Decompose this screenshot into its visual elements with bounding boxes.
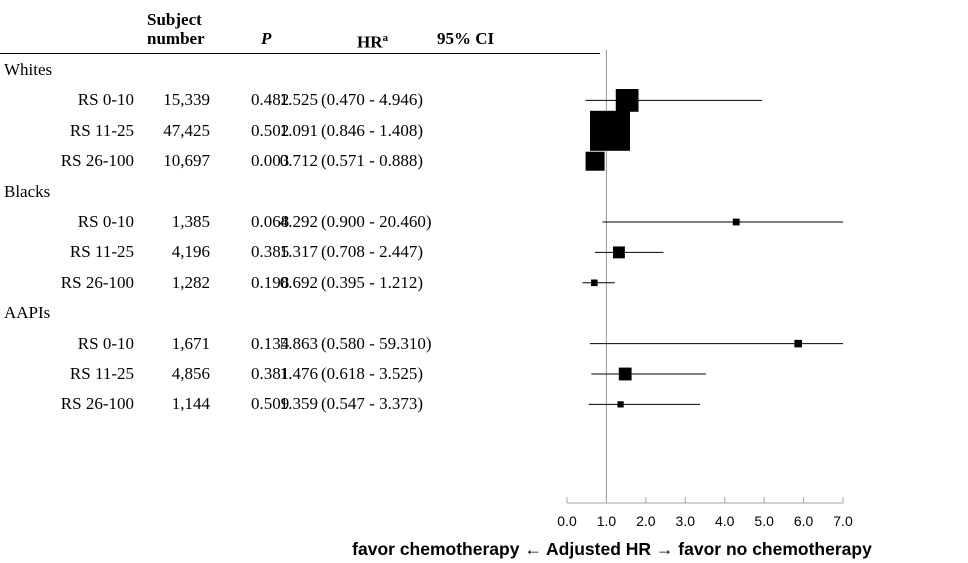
table-row: RS 0-10 1,385 0.068 4.292 (0.900 - 20.460): [0, 210, 560, 234]
ci-value: (0.395 - 1.212): [321, 272, 423, 292]
hr-value: 1.525: [279, 90, 318, 110]
x-tick-label: 1.0: [597, 513, 617, 529]
hr-marker: [615, 89, 639, 112]
left-arrow: ←: [524, 539, 542, 559]
table-row: RS 11-25 4,856 0.381 1.476 (0.618 - 3.525): [0, 362, 560, 386]
hr-marker: [617, 401, 624, 408]
group-label: Blacks: [4, 181, 51, 201]
group-row: AAPIs: [0, 301, 560, 325]
header-hr-label: HR: [357, 32, 383, 52]
table-row: RS 26-100 10,697 0.003 0.712 (0.571 - 0.888): [0, 149, 560, 173]
x-tick-label: 5.0: [754, 513, 774, 529]
p-value: 0.502: [251, 120, 290, 140]
hr-marker: [794, 339, 802, 348]
hr-marker: [732, 218, 740, 226]
hr-marker: [590, 279, 598, 287]
rs-label: RS 26-100: [60, 394, 134, 414]
header-subject-number: Subject number: [147, 10, 205, 48]
group-label: AAPIs: [4, 303, 51, 323]
group-label: Whites: [4, 60, 53, 79]
ci-value: (0.547 - 3.373): [321, 394, 423, 414]
p-value: 0.509: [251, 394, 290, 414]
x-tick-label: 7.0: [833, 513, 853, 529]
ci-value: (0.571 - 0.888): [321, 151, 423, 171]
p-value: 0.068: [251, 212, 290, 231]
rs-label: RS 26-100: [60, 151, 134, 171]
rs-label: RS 0-10: [77, 90, 134, 110]
table-row: RS 26-100 1,282 0.198 0.692 (0.395 - 1.212): [0, 271, 560, 295]
p-value: 0.003: [251, 151, 290, 171]
x-tick-label: 4.0: [715, 513, 735, 529]
header-subject-line1: Subject: [147, 10, 202, 29]
table-row: RS 0-10 1,671 0.134 5.863 (0.580 - 59.310): [0, 332, 560, 356]
x-axis-label-left: favor chemotherapy: [352, 539, 520, 559]
x-axis-label-center: Adjusted HR: [546, 539, 651, 559]
p-value: 0.482: [251, 90, 290, 110]
subject-number: 4,856: [171, 364, 210, 383]
hr-marker: [585, 151, 605, 171]
hr-value: 1.359: [279, 394, 318, 414]
ci-value: (0.580 - 59.310): [321, 333, 432, 353]
x-tick-label: 0.0: [557, 513, 577, 529]
rs-label: RS 0-10: [77, 333, 134, 353]
header-subject-line2: number: [147, 29, 205, 48]
ci-value: (0.846 - 1.408): [321, 120, 423, 140]
rs-label: RS 11-25: [69, 242, 134, 262]
x-axis-label-right: favor no chemotherapy: [678, 539, 872, 559]
rs-label: RS 11-25: [69, 364, 134, 383]
x-axis-label: favor chemotherapy ← Adjusted HR → favor…: [352, 539, 872, 559]
hr-marker: [612, 246, 625, 259]
hr-value: 5.863: [279, 333, 318, 353]
hr-value: 1.317: [279, 242, 318, 262]
subject-number: 15,339: [163, 90, 210, 110]
table-row: RS 26-100 1,144 0.509 1.359 (0.547 - 3.373): [0, 392, 560, 416]
subject-number: 4,196: [171, 242, 210, 262]
rs-label: RS 0-10: [77, 212, 134, 231]
header-hr: HRa: [357, 29, 388, 52]
hr-marker: [590, 110, 631, 151]
hr-value: 1.091: [279, 120, 318, 140]
hr-value: 4.292: [279, 212, 318, 231]
ci-value: (0.618 - 3.525): [321, 364, 423, 383]
right-arrow: →: [656, 539, 674, 559]
ci-value: (0.900 - 20.460): [321, 212, 432, 231]
hr-value: 1.476: [279, 364, 318, 383]
subject-number: 10,697: [163, 151, 210, 171]
group-row: Whites: [0, 58, 560, 82]
x-tick-label: 2.0: [636, 513, 656, 529]
p-value: 0.198: [251, 272, 290, 292]
p-value: 0.381: [251, 364, 290, 383]
subject-number: 1,671: [171, 333, 210, 353]
rs-label: RS 26-100: [60, 272, 134, 292]
subject-number: 47,425: [163, 120, 210, 140]
subject-number: 1,385: [171, 212, 210, 231]
table-row: RS 11-25 4,196 0.385 1.317 (0.708 - 2.447): [0, 240, 560, 264]
hr-marker: [618, 367, 632, 381]
x-tick-label: 3.0: [676, 513, 696, 529]
header-hr-footnote: a: [382, 32, 389, 44]
x-tick-label: 6.0: [794, 513, 814, 529]
rs-label: RS 11-25: [69, 120, 134, 140]
p-value: 0.385: [251, 242, 290, 262]
ci-value: (0.470 - 4.946): [321, 90, 423, 110]
subject-number: 1,144: [171, 394, 210, 414]
table-row: RS 11-25 47,425 0.502 1.091 (0.846 - 1.408): [0, 119, 560, 143]
header-95ci: 95% CI: [437, 29, 495, 48]
group-row: Blacks: [0, 180, 560, 204]
header-p: P: [261, 29, 272, 48]
ci-value: (0.708 - 2.447): [321, 242, 423, 262]
hr-value: 0.692: [279, 272, 318, 292]
subject-number: 1,282: [171, 272, 210, 292]
header-rule: [0, 53, 600, 54]
hr-value: 0.712: [279, 151, 318, 171]
p-value: 0.134: [251, 333, 290, 353]
table-row: RS 0-10 15,339 0.482 1.525 (0.470 - 4.946): [0, 88, 560, 112]
